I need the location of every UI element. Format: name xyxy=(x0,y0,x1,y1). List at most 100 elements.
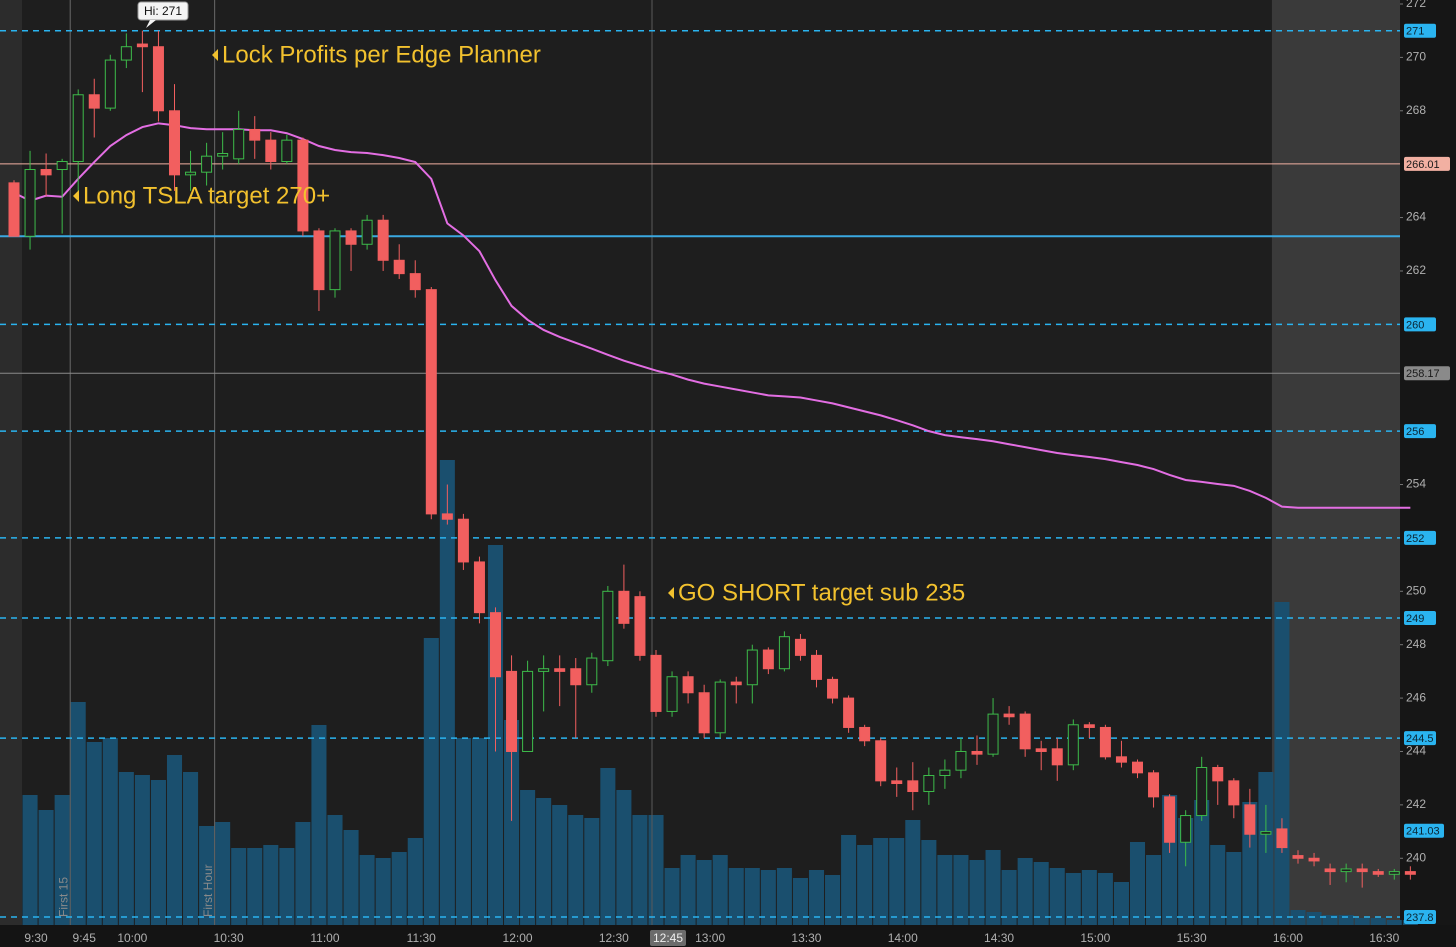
volume-bar xyxy=(841,835,857,925)
volume-bar xyxy=(1065,873,1081,925)
candle-body xyxy=(441,513,453,520)
candle-body xyxy=(1180,815,1192,843)
candle-body xyxy=(88,94,100,109)
y-tick-label: 250 xyxy=(1406,583,1426,597)
volume-bar xyxy=(696,860,712,925)
candle-body xyxy=(634,596,646,656)
volume-bar xyxy=(423,638,439,925)
time-axis-band xyxy=(0,925,1456,947)
volume-bar xyxy=(1226,852,1242,925)
level-tag-label: 271 xyxy=(1406,26,1424,38)
level-tag xyxy=(1404,909,1436,924)
volume-bar xyxy=(166,755,183,925)
volume-bar xyxy=(359,855,375,925)
candle-body xyxy=(393,259,405,275)
price-tag-label: 266.01 xyxy=(1406,159,1440,171)
premarket-shade xyxy=(0,0,23,925)
level-tag xyxy=(1404,23,1436,38)
level-tag-label: 237.8 xyxy=(1406,912,1434,924)
volume-bar xyxy=(728,868,744,925)
level-tag xyxy=(1404,317,1436,332)
plot-background xyxy=(0,0,1400,925)
candle-body xyxy=(120,46,132,61)
x-tick-label: 13:30 xyxy=(791,931,821,945)
candle-body xyxy=(313,230,325,291)
volume-bar xyxy=(455,738,471,925)
y-tick-label: 262 xyxy=(1406,263,1426,277)
candle-body xyxy=(201,155,213,173)
candle-body xyxy=(1035,748,1047,752)
price-tag-label: 258.17 xyxy=(1406,368,1440,380)
candle-body xyxy=(136,43,148,48)
volume-bar xyxy=(247,848,263,925)
volume-bar xyxy=(375,858,391,925)
volume-bar xyxy=(1001,870,1017,925)
volume-bar xyxy=(889,838,905,925)
candle-body xyxy=(1067,724,1079,766)
volume-bar xyxy=(279,848,295,925)
volume-bar xyxy=(295,822,311,925)
volume-bar xyxy=(150,780,166,925)
annotation-pointer xyxy=(668,587,674,599)
candle-body xyxy=(409,273,421,291)
volume-bar xyxy=(1178,818,1194,925)
candle-body xyxy=(329,230,341,291)
annotation-pointer xyxy=(73,190,79,202)
candle-body xyxy=(425,289,437,515)
volume-bar xyxy=(1322,915,1338,925)
candle-body xyxy=(1051,748,1063,766)
cursor-tag xyxy=(650,930,686,946)
price-tag xyxy=(1404,366,1450,381)
hi-callout-box xyxy=(137,1,189,21)
volume-bar xyxy=(568,815,584,925)
volume-bar xyxy=(1338,915,1354,925)
volume-bar xyxy=(263,845,279,925)
candle-body xyxy=(923,775,935,793)
level-tag-label: 256 xyxy=(1406,426,1424,438)
candle-body xyxy=(987,713,999,755)
hi-callout: Hi: 271 xyxy=(144,4,182,18)
level-tag-label: 249 xyxy=(1406,613,1424,625)
candle-body xyxy=(570,668,582,686)
candle-body xyxy=(473,561,485,614)
volume-bar xyxy=(584,818,600,925)
candle-body xyxy=(586,657,598,686)
volume-bar xyxy=(921,840,937,925)
volume-bar xyxy=(183,772,199,925)
candle-body xyxy=(1276,828,1288,849)
volume-bar xyxy=(616,790,632,925)
candle-body xyxy=(794,638,806,656)
candle-body xyxy=(1212,766,1224,782)
x-tick-label: 9:45 xyxy=(73,931,97,945)
candle-body xyxy=(538,668,550,672)
marker-label: First 15 xyxy=(56,877,70,917)
candle-body xyxy=(618,590,630,624)
level-tag xyxy=(1404,611,1436,626)
candle-body xyxy=(1404,871,1416,875)
candle-body xyxy=(233,128,245,160)
candle-body xyxy=(714,681,726,734)
price-tag xyxy=(1404,823,1444,838)
volume-bar xyxy=(552,805,568,925)
candle-body xyxy=(1292,855,1304,859)
volume-bar xyxy=(70,702,86,925)
volume-bar xyxy=(38,810,54,925)
volume-bar xyxy=(199,826,215,925)
volume-bar xyxy=(1097,873,1113,925)
level-tag-label: 260 xyxy=(1406,319,1424,331)
x-tick-label: 12:30 xyxy=(599,931,629,945)
volume-bar xyxy=(792,878,808,925)
candle-body xyxy=(1099,726,1111,758)
volume-bar xyxy=(985,850,1001,925)
x-tick-label: 10:30 xyxy=(214,931,244,945)
vwap-line xyxy=(13,122,1411,509)
candle-body xyxy=(506,670,518,752)
volume-bar xyxy=(680,855,696,925)
y-tick-label: 254 xyxy=(1406,477,1426,491)
x-tick-label: 14:30 xyxy=(984,931,1014,945)
volume-bar xyxy=(744,868,760,925)
y-tick-label: 272 xyxy=(1406,0,1426,10)
candle-body xyxy=(1115,756,1127,763)
volume-bar xyxy=(1354,918,1370,925)
candle-body xyxy=(490,612,501,678)
